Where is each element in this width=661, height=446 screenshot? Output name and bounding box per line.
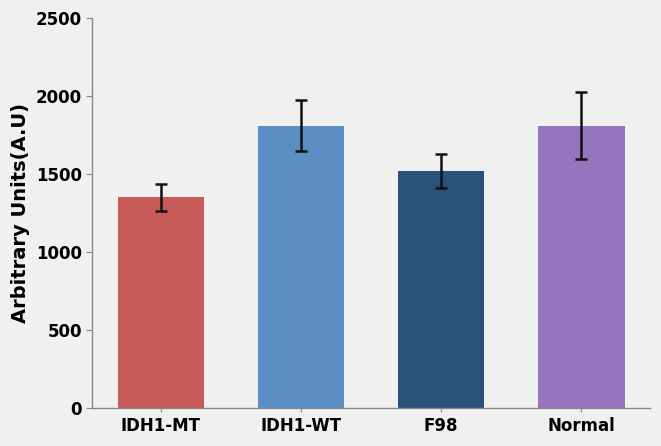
Bar: [118, 198, 204, 408]
Bar: [398, 171, 485, 408]
Bar: [537, 126, 625, 408]
Bar: [258, 126, 344, 408]
Y-axis label: Arbitrary Units(A.U): Arbitrary Units(A.U): [11, 103, 30, 323]
